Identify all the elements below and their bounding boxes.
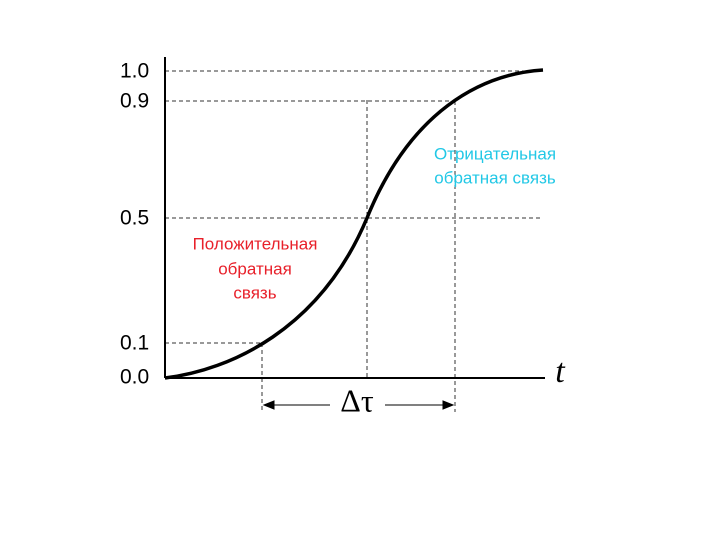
interval-label: Δτ (340, 382, 374, 418)
y-label: 1.0 (120, 60, 149, 83)
annotation: Отрицательная (434, 144, 556, 163)
guides (165, 70, 543, 412)
annotation: обратная связь (434, 168, 556, 187)
y-label: 0.1 (120, 332, 149, 355)
y-label: 0.5 (120, 207, 149, 230)
y-label: 0.9 (120, 90, 149, 113)
s-curve (164, 68, 544, 380)
annotation: Положительная (193, 234, 318, 253)
annotation: обратная (218, 259, 292, 278)
y-label: 0.0 (120, 366, 149, 389)
interval-arrow (262, 400, 455, 410)
annotation: связь (233, 283, 276, 302)
x-axis-label: t (555, 353, 566, 390)
